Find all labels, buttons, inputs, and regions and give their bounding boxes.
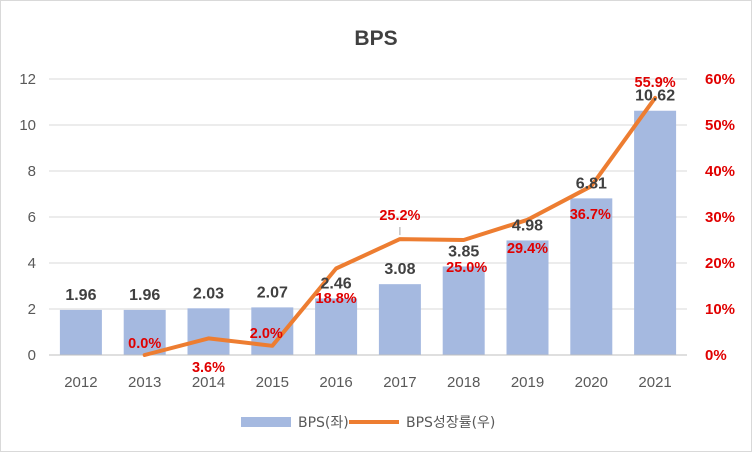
bar <box>59 309 102 355</box>
bar <box>634 110 677 356</box>
growth-value-label: 25.0% <box>446 260 487 276</box>
bar-value-label: 6.81 <box>576 175 607 192</box>
x-tick-label: 2013 <box>128 374 161 391</box>
x-tick-label: 2018 <box>447 374 480 391</box>
growth-value-label: 3.6% <box>192 360 225 376</box>
bar-value-label: 3.85 <box>448 243 479 260</box>
bar-series <box>59 110 677 356</box>
left-tick-label: 8 <box>28 163 36 180</box>
bar <box>506 240 549 355</box>
bar <box>442 266 485 355</box>
bar <box>123 309 166 355</box>
right-tick-label: 40% <box>705 163 735 180</box>
bar <box>187 308 230 355</box>
growth-value-label: 2.0% <box>250 326 283 342</box>
bar-value-label: 1.96 <box>129 287 160 304</box>
bar-data-labels: 1.96 1.96 2.03 2.07 2.46 3.08 3.85 4.98 6.81 10.6… <box>65 88 675 304</box>
right-tick-label: 10% <box>705 301 735 318</box>
left-tick-label: 12 <box>19 71 36 88</box>
bar-value-label: 1.96 <box>65 287 96 304</box>
growth-value-label: 36.7% <box>570 207 611 223</box>
right-tick-label: 50% <box>705 117 735 134</box>
growth-value-label: 0.0% <box>128 336 161 352</box>
left-tick-label: 4 <box>28 255 36 272</box>
line-series <box>142 95 658 357</box>
growth-value-label: 55.9% <box>635 75 676 91</box>
right-tick-label: 60% <box>705 71 735 88</box>
x-tick-label: 2021 <box>638 374 671 391</box>
x-tick-label: 2016 <box>319 374 352 391</box>
left-axis-ticks: 0 2 4 6 8 10 12 <box>19 71 36 364</box>
right-tick-label: 0% <box>705 347 727 364</box>
left-tick-label: 10 <box>19 117 36 134</box>
legend: BPS(좌) BPS성장률(우) <box>241 415 495 431</box>
x-tick-label: 2019 <box>511 374 544 391</box>
x-axis-ticks: 2012 2013 2014 2015 2016 2017 2018 2019 2020 2021 <box>49 354 687 391</box>
legend-bar-swatch <box>241 417 291 427</box>
legend-bar-label: BPS(좌) <box>298 415 349 431</box>
left-tick-label: 2 <box>28 301 36 318</box>
x-tick-label: 2014 <box>192 374 225 391</box>
bar-value-label: 3.08 <box>384 261 415 278</box>
growth-value-label: 25.2% <box>379 208 420 224</box>
bar <box>315 298 358 355</box>
chart-title: BPS <box>354 27 397 50</box>
growth-value-label: 18.8% <box>316 291 357 307</box>
x-tick-label: 2017 <box>383 374 416 391</box>
bar-value-label: 10.62 <box>635 88 675 105</box>
bar-value-label: 2.03 <box>193 285 224 302</box>
line-data-labels: 0.0% 3.6% 2.0% 18.8% 25.2% 25.0% 29.4% 36.7% 55.… <box>128 75 676 376</box>
right-axis-ticks: 0% 10% 20% 30% 40% 50% 60% <box>705 71 735 364</box>
gridlines <box>49 78 687 356</box>
bar-value-label: 4.98 <box>512 217 543 234</box>
bar <box>378 284 421 355</box>
left-tick-label: 0 <box>28 347 36 364</box>
growth-line <box>142 95 658 357</box>
right-tick-label: 30% <box>705 209 735 226</box>
legend-line-label: BPS성장률(우) <box>406 415 495 431</box>
left-tick-label: 6 <box>28 209 36 226</box>
right-tick-label: 20% <box>705 255 735 272</box>
x-tick-label: 2012 <box>64 374 97 391</box>
x-tick-label: 2015 <box>256 374 289 391</box>
bar-value-label: 2.46 <box>321 275 352 292</box>
bar <box>570 198 613 355</box>
growth-value-label: 29.4% <box>507 241 548 257</box>
x-tick-label: 2020 <box>575 374 608 391</box>
bar-value-label: 2.07 <box>257 284 288 301</box>
